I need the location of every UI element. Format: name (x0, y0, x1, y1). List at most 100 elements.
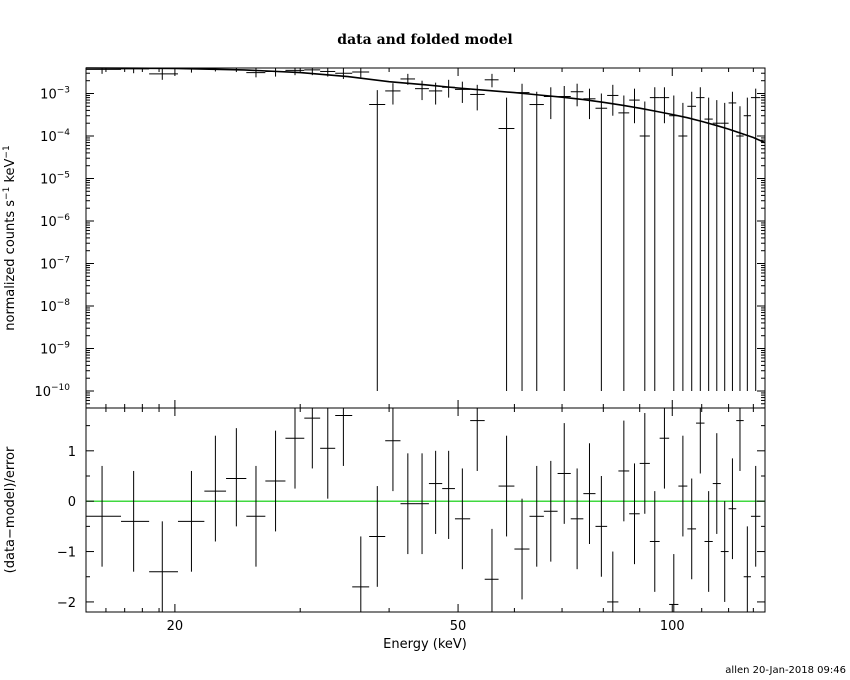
data-point (570, 83, 584, 107)
data-point (400, 453, 416, 555)
data-point (750, 465, 761, 567)
bottom-y-axis-label: (data−model)/error (3, 446, 18, 573)
data-point (736, 106, 744, 391)
data-point (687, 478, 697, 580)
data-point (415, 453, 429, 555)
y-tick-label: 1 (68, 445, 76, 460)
data-point (385, 408, 401, 492)
footer-timestamp: allen 20-Jan-2018 09:46 (725, 665, 846, 676)
data-point (86, 465, 122, 567)
data-point (246, 465, 266, 567)
data-point (454, 81, 471, 103)
data-point (728, 91, 737, 391)
data-point (335, 408, 353, 466)
y-tick-label: 10−6 (40, 213, 70, 230)
ylabel-sup1: −1 (2, 187, 12, 200)
data-point (385, 83, 401, 105)
top-plot-frame (85, 67, 766, 409)
data-point (470, 408, 485, 471)
y-tick-label: 10−8 (40, 298, 70, 315)
data-point (352, 536, 370, 612)
data-point (750, 88, 761, 391)
data-point (529, 91, 544, 391)
x-tick-label: 100 (660, 619, 685, 634)
data-point (743, 97, 751, 391)
data-point (687, 91, 697, 391)
data-point (720, 102, 729, 391)
data-point (514, 83, 530, 391)
folded-model-line (85, 67, 766, 144)
data-point (86, 68, 122, 74)
bottom-y-tick-labels: 1 0 −1 −2 (57, 445, 76, 611)
data-point (320, 408, 336, 499)
data-point (595, 476, 608, 577)
data-point (649, 491, 660, 592)
data-point (728, 458, 737, 560)
data-point (618, 95, 630, 391)
data-point (484, 73, 499, 88)
data-point (629, 88, 640, 124)
data-point (659, 87, 670, 124)
data-point (649, 87, 660, 391)
data-point (704, 97, 713, 391)
data-point (543, 87, 558, 120)
data-point (704, 491, 713, 592)
data-point (442, 79, 455, 98)
data-point (149, 521, 178, 612)
bottom-panel: 1 0 −1 −2 20 50 100 (57, 407, 766, 634)
chart-title: data and folded model (337, 32, 512, 48)
data-point (498, 435, 515, 537)
data-point (543, 460, 558, 562)
data-point (678, 102, 688, 391)
data-point (177, 470, 205, 572)
data-point (454, 468, 471, 570)
y-tick-label: 10−7 (40, 256, 70, 273)
data-point (618, 420, 630, 522)
data-point (678, 435, 688, 537)
data-point (696, 408, 705, 474)
data-point (595, 93, 608, 391)
data-point (246, 68, 266, 78)
data-point (226, 428, 247, 527)
bottom-axis-ticks (86, 408, 765, 612)
data-point (121, 470, 150, 572)
data-point (265, 430, 286, 532)
residual-data-points (86, 408, 761, 612)
data-point (557, 86, 571, 391)
top-axis-ticks (86, 68, 765, 409)
data-point (335, 68, 353, 79)
top-y-axis-label: normalized counts s−1 keV−1 (2, 145, 18, 330)
y-tick-label: 10−5 (40, 171, 70, 188)
data-point (607, 551, 619, 612)
y-tick-label: 10−9 (40, 341, 70, 358)
x-tick-label: 20 (167, 619, 184, 634)
data-point (669, 554, 679, 612)
data-point (304, 408, 321, 469)
data-point (428, 450, 443, 534)
top-panel: 10−3 10−4 10−5 10−6 10−7 10−8 10−9 10−10 (34, 67, 766, 409)
data-point (607, 84, 619, 116)
data-point (659, 408, 670, 489)
data-point (669, 95, 679, 391)
data-point (696, 87, 705, 391)
data-point (736, 408, 744, 471)
x-axis-label: Energy (keV) (383, 637, 467, 652)
y-tick-label: −2 (57, 596, 76, 611)
ylabel-main: normalized counts s (3, 200, 18, 331)
data-point (639, 413, 650, 514)
data-point (570, 468, 584, 570)
data-point (442, 450, 455, 539)
data-point (712, 100, 721, 391)
bottom-plot-frame (85, 407, 766, 613)
data-point (514, 498, 530, 600)
data-point (743, 526, 751, 612)
ylabel-mid: keV (3, 158, 18, 186)
data-point (583, 443, 596, 544)
x-tick-label: 50 (450, 619, 467, 634)
y-tick-label: −1 (57, 546, 76, 561)
data-point (498, 97, 515, 391)
data-point (583, 88, 596, 120)
data-point (712, 433, 721, 534)
data-point (629, 463, 640, 565)
data-point (639, 101, 650, 391)
